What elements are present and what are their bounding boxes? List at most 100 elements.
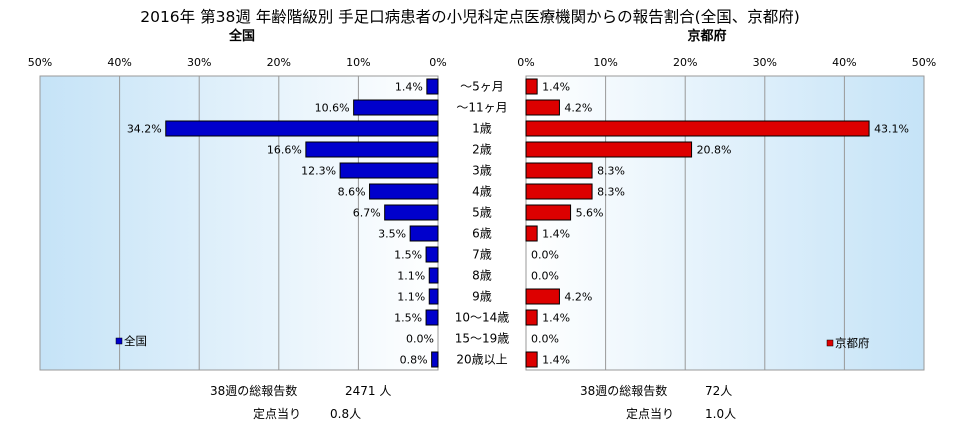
national-total-label: 38週の総報告数 — [210, 383, 297, 398]
right-panel-title: 京都府 — [687, 28, 726, 44]
kyoto-bar — [525, 288, 560, 305]
kyoto-bar — [525, 120, 870, 137]
kyoto-per-label: 定点当り — [626, 406, 674, 421]
kyoto-x-tick-label: 50% — [912, 56, 936, 69]
national-bar — [353, 99, 439, 116]
legend-label-national: 全国 — [124, 334, 147, 348]
kyoto-panel: 0% 10% 20% 30% 40% 50% 1.4% 4.2% 43.1% 20.8% 8.3% 8… — [517, 56, 936, 371]
legend-swatch-national — [115, 337, 123, 345]
national-per-value: 0.8人 — [330, 407, 361, 421]
national-bar — [428, 288, 439, 305]
national-value-label: 1.5% — [394, 249, 422, 262]
kyoto-value-label: 0.0% — [531, 249, 559, 262]
kyoto-total-value: 72人 — [705, 384, 732, 398]
national-bar — [409, 225, 439, 242]
national-value-label: 16.6% — [267, 144, 302, 157]
kyoto-value-label: 0.0% — [531, 270, 559, 283]
national-value-label: 8.6% — [338, 186, 366, 199]
chart-title: 2016年 第38週 年齢階級別 手足口病患者の小児科定点医療機関からの報告割合… — [140, 8, 800, 26]
legend-kyoto: 京都府 — [826, 336, 870, 350]
kyoto-bar — [525, 183, 593, 200]
national-bar — [369, 183, 439, 200]
footer-national: 38週の総報告数 2471 人 定点当り 0.8人 — [210, 383, 391, 421]
age-category-labels: ～5ヶ月 ～11ヶ月 1歳 2歳 3歳 4歳 5歳 6歳 7歳 8歳 9歳 10～14歳 15～19歳 2… — [455, 80, 510, 367]
national-value-label: 1.5% — [394, 312, 422, 325]
national-value-label: 10.6% — [315, 102, 350, 115]
kyoto-value-label: 1.4% — [542, 228, 570, 241]
national-value-label: 0.0% — [406, 333, 434, 346]
age-category-label: 9歳 — [472, 290, 492, 304]
national-value-label: 3.5% — [378, 228, 406, 241]
national-value-label: 12.3% — [301, 165, 336, 178]
national-bar — [425, 246, 439, 263]
kyoto-x-tick-label: 0% — [517, 56, 534, 69]
national-value-label: 1.1% — [397, 270, 425, 283]
kyoto-value-label: 5.6% — [576, 207, 604, 220]
kyoto-value-label: 4.2% — [564, 291, 592, 304]
age-category-label: 15～19歳 — [455, 332, 510, 346]
national-x-tick-label: 30% — [187, 56, 211, 69]
kyoto-x-tick-label: 10% — [593, 56, 617, 69]
national-bar — [339, 162, 439, 179]
national-x-tick-label: 0% — [429, 56, 446, 69]
kyoto-bar — [525, 99, 560, 116]
age-category-label: 6歳 — [472, 227, 492, 241]
national-bar — [165, 120, 439, 137]
kyoto-bar — [525, 162, 593, 179]
national-x-tick-label: 50% — [28, 56, 52, 69]
kyoto-value-label: 1.4% — [542, 312, 570, 325]
age-category-label: 7歳 — [472, 248, 492, 262]
age-category-label: 1歳 — [472, 122, 492, 136]
age-category-label: 10～14歳 — [455, 311, 510, 325]
national-value-label: 1.1% — [397, 291, 425, 304]
kyoto-total-label: 38週の総報告数 — [580, 383, 667, 398]
national-total-value: 2471 人 — [345, 384, 391, 398]
national-value-label: 0.8% — [400, 354, 428, 367]
kyoto-value-label: 1.4% — [542, 354, 570, 367]
national-value-label: 6.7% — [353, 207, 381, 220]
kyoto-bar — [525, 309, 538, 326]
national-bar — [384, 204, 439, 221]
kyoto-value-label: 43.1% — [874, 123, 909, 136]
age-category-label: 4歳 — [472, 185, 492, 199]
age-category-label: ～5ヶ月 — [460, 80, 504, 94]
kyoto-value-label: 8.3% — [597, 165, 625, 178]
kyoto-x-tick-label: 30% — [753, 56, 777, 69]
national-x-tick-label: 10% — [346, 56, 370, 69]
age-category-label: 8歳 — [472, 269, 492, 283]
kyoto-bar — [525, 141, 693, 158]
age-category-label: 3歳 — [472, 164, 492, 178]
kyoto-bar — [525, 351, 538, 368]
national-plot-area — [39, 75, 439, 371]
national-bar — [428, 267, 439, 284]
national-x-tick-label: 20% — [267, 56, 291, 69]
national-x-tick-label: 40% — [107, 56, 131, 69]
kyoto-value-label: 8.3% — [597, 186, 625, 199]
national-bar — [426, 78, 439, 95]
national-value-label: 1.4% — [395, 81, 423, 94]
national-per-label: 定点当り — [253, 406, 301, 421]
left-panel-title: 全国 — [228, 28, 255, 44]
kyoto-value-label: 4.2% — [564, 102, 592, 115]
national-bar — [425, 309, 439, 326]
age-category-label: 20歳以上 — [456, 353, 507, 367]
kyoto-value-label: 1.4% — [542, 81, 570, 94]
kyoto-x-tick-label: 40% — [832, 56, 856, 69]
kyoto-value-label: 20.8% — [697, 144, 732, 157]
age-category-label: 2歳 — [472, 143, 492, 157]
kyoto-bar — [525, 78, 538, 95]
national-bar — [431, 351, 439, 368]
national-bar — [305, 141, 439, 158]
legend-label-kyoto: 京都府 — [835, 336, 870, 350]
kyoto-x-tick-label: 20% — [673, 56, 697, 69]
footer-kyoto: 38週の総報告数 72人 定点当り 1.0人 — [580, 383, 736, 421]
national-panel: 0% 10% 20% 30% 40% 50% 1.4% 10.6% 34.2% 16.6% 12.3… — [28, 56, 447, 371]
kyoto-bar — [525, 204, 572, 221]
legend-swatch-kyoto — [826, 339, 834, 347]
age-category-label: ～11ヶ月 — [456, 101, 507, 115]
national-value-label: 34.2% — [127, 123, 162, 136]
legend-national: 全国 — [115, 334, 147, 348]
kyoto-bar — [525, 225, 538, 242]
kyoto-per-value: 1.0人 — [705, 407, 736, 421]
